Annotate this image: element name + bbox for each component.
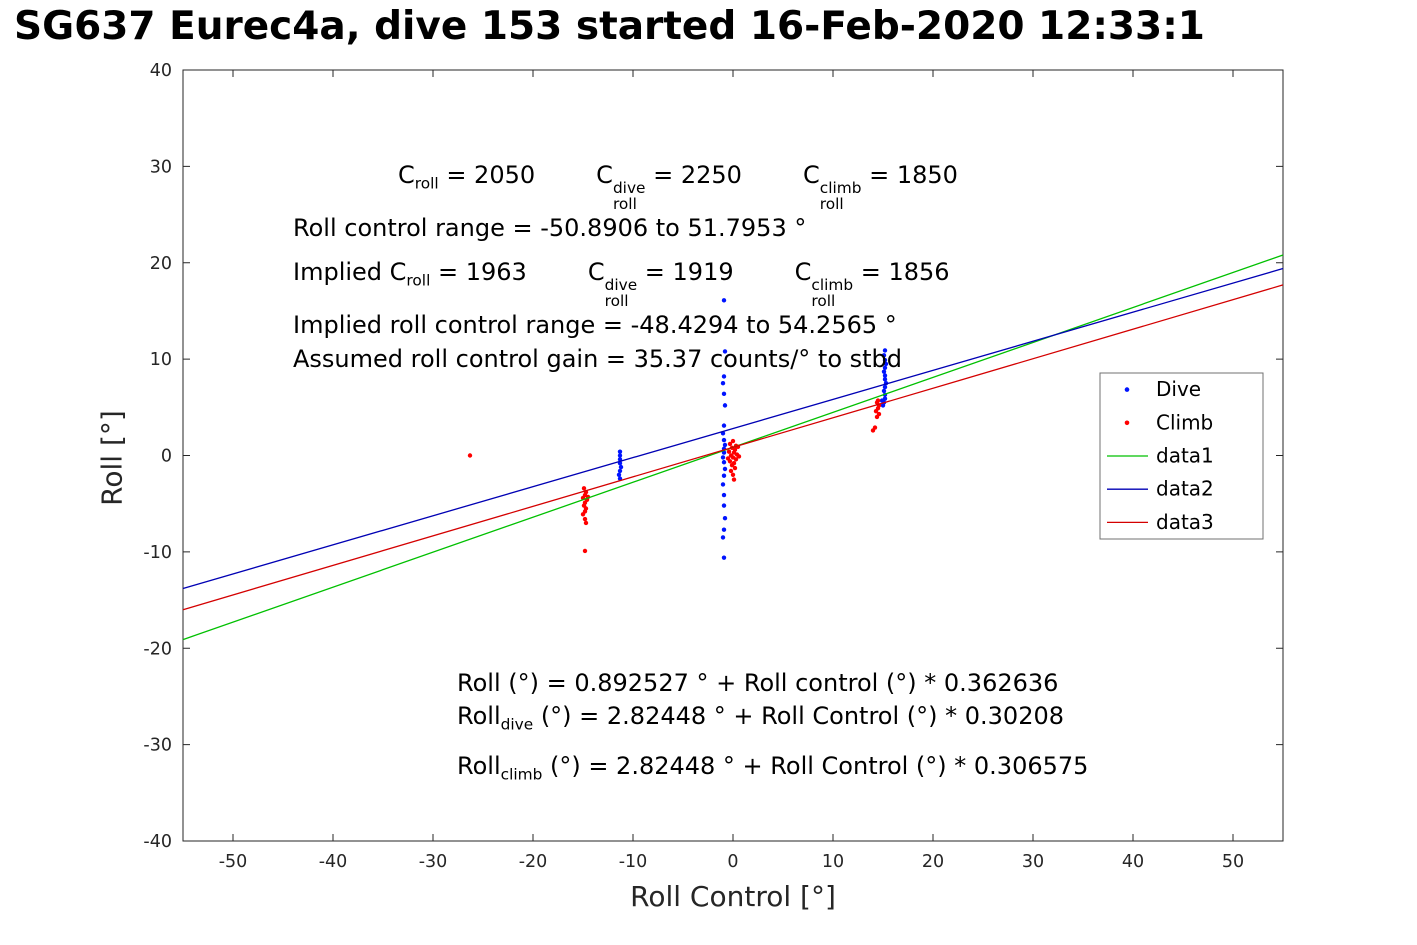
data-point	[467, 453, 473, 458]
data-point	[721, 298, 727, 303]
y-tick-label: -30	[143, 736, 172, 756]
x-tick-label: -20	[519, 852, 548, 872]
x-tick-label: -10	[619, 852, 648, 872]
data-point	[731, 477, 737, 482]
data-point	[721, 527, 727, 532]
data-point	[881, 388, 887, 394]
data-point	[883, 361, 889, 367]
data-point	[873, 408, 879, 414]
data-point	[721, 437, 727, 443]
data-point	[720, 482, 726, 487]
x-tick-label: -30	[419, 852, 448, 872]
y-tick-label: 10	[150, 350, 172, 370]
data-point	[881, 353, 887, 358]
data-point	[722, 515, 728, 521]
data-point	[872, 425, 878, 430]
data-point	[881, 369, 887, 374]
data-point	[720, 455, 726, 460]
data-point	[730, 472, 736, 477]
data-point	[618, 464, 624, 470]
axis-ticks	[183, 69, 1283, 842]
y-tick-label: 30	[150, 157, 172, 177]
data-point	[725, 456, 731, 461]
y-tick-label: -20	[143, 639, 172, 659]
data-point	[617, 453, 623, 458]
data-point	[616, 472, 622, 477]
data-point	[617, 449, 623, 454]
data-point	[583, 520, 589, 526]
data-point	[880, 403, 886, 408]
data-point	[721, 460, 727, 465]
data-point	[721, 374, 727, 379]
x-tick-label: 20	[922, 852, 944, 872]
data-point	[720, 535, 726, 540]
data-point	[882, 348, 888, 353]
data-point	[882, 357, 888, 363]
x-tick-label: 10	[822, 852, 844, 872]
series-data2	[182, 267, 1284, 590]
data-point	[581, 486, 587, 491]
y-tick-label: -10	[143, 543, 172, 563]
x-tick-label: -40	[319, 852, 348, 872]
x-axis-label: Roll Control [°]	[630, 880, 836, 913]
data-point	[875, 398, 881, 403]
data-point	[721, 555, 727, 560]
data-point	[882, 377, 888, 382]
y-axis-label: Roll [°]	[95, 410, 129, 506]
x-tick-label: 40	[1122, 852, 1144, 872]
data-point	[721, 473, 727, 478]
data-point	[721, 492, 727, 498]
data-point	[722, 466, 728, 472]
data-point	[727, 441, 733, 447]
data-point	[726, 449, 732, 454]
data-point	[720, 381, 726, 386]
data-point	[882, 373, 888, 378]
data-point	[580, 512, 586, 517]
x-tick-label: -50	[219, 852, 248, 872]
data-point	[617, 468, 623, 474]
data-point	[722, 349, 728, 354]
data-point	[728, 468, 734, 474]
data-point	[721, 503, 727, 508]
data-point	[582, 516, 588, 522]
x-tick-label: 50	[1222, 852, 1244, 872]
data-point	[882, 365, 888, 370]
legend-label: Dive	[1156, 377, 1201, 401]
series-data3	[182, 284, 1284, 611]
tick-labels: -50 -40 -30 -20 -10 0 10 20 30 40 50 -40 -30 -20 -10 0 1…	[143, 61, 1244, 872]
y-tick-label: 20	[150, 254, 172, 274]
y-tick-label: -40	[143, 832, 172, 852]
y-tick-label: 0	[161, 447, 172, 467]
data-point	[882, 384, 888, 390]
data-point	[582, 548, 588, 554]
legend-label: Climb	[1156, 410, 1213, 434]
legend-label: data2	[1156, 477, 1214, 501]
legend: Dive Climb data1 data2 data3	[1099, 372, 1264, 540]
legend-label: data3	[1156, 510, 1214, 534]
data-point	[730, 438, 736, 444]
chart-title: SG637 Eurec4a, dive 153 started 16-Feb-2…	[14, 4, 1205, 49]
data-point	[874, 414, 880, 420]
data-point	[721, 423, 727, 428]
data-point	[721, 391, 727, 397]
data-point	[736, 454, 742, 459]
data-point	[722, 403, 728, 408]
legend-marker-dot	[1124, 420, 1130, 426]
x-tick-label: 0	[727, 852, 738, 872]
legend-label: data1	[1156, 444, 1214, 468]
data-point	[729, 462, 735, 468]
legend-marker-dot	[1124, 387, 1130, 392]
data-point	[722, 442, 728, 448]
y-tick-label: 40	[150, 61, 172, 81]
data-point	[879, 398, 885, 403]
data-point	[732, 465, 738, 471]
x-tick-label: 30	[1022, 852, 1044, 872]
data-point	[733, 457, 739, 462]
